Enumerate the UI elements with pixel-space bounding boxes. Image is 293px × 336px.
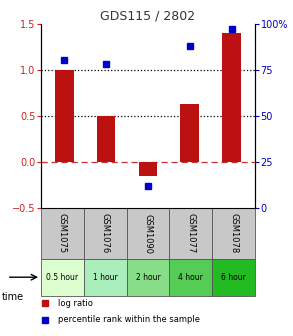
- Bar: [41, 208, 84, 259]
- Bar: [169, 259, 212, 296]
- Title: GDS115 / 2802: GDS115 / 2802: [100, 9, 195, 23]
- Text: 4 hour: 4 hour: [178, 273, 203, 282]
- Text: percentile rank within the sample: percentile rank within the sample: [58, 316, 200, 324]
- Text: GSM1077: GSM1077: [186, 213, 195, 254]
- Bar: [84, 259, 127, 296]
- Bar: [97, 116, 115, 162]
- Bar: [84, 208, 127, 259]
- Text: GSM1075: GSM1075: [58, 213, 67, 254]
- Bar: [180, 104, 199, 162]
- Text: log ratio: log ratio: [58, 299, 93, 308]
- Bar: [139, 162, 157, 176]
- Text: 1 hour: 1 hour: [93, 273, 117, 282]
- Text: 6 hour: 6 hour: [221, 273, 246, 282]
- Bar: [127, 208, 169, 259]
- Text: 0.5 hour: 0.5 hour: [46, 273, 79, 282]
- Bar: [212, 208, 255, 259]
- Text: 2 hour: 2 hour: [136, 273, 160, 282]
- Text: time: time: [1, 292, 24, 302]
- Bar: [55, 70, 74, 162]
- Bar: [41, 259, 84, 296]
- Text: GSM1090: GSM1090: [144, 213, 152, 254]
- Bar: [169, 208, 212, 259]
- Bar: [127, 259, 169, 296]
- Text: GSM1078: GSM1078: [229, 213, 238, 254]
- Text: GSM1076: GSM1076: [101, 213, 110, 254]
- Bar: [212, 259, 255, 296]
- Bar: [222, 33, 241, 162]
